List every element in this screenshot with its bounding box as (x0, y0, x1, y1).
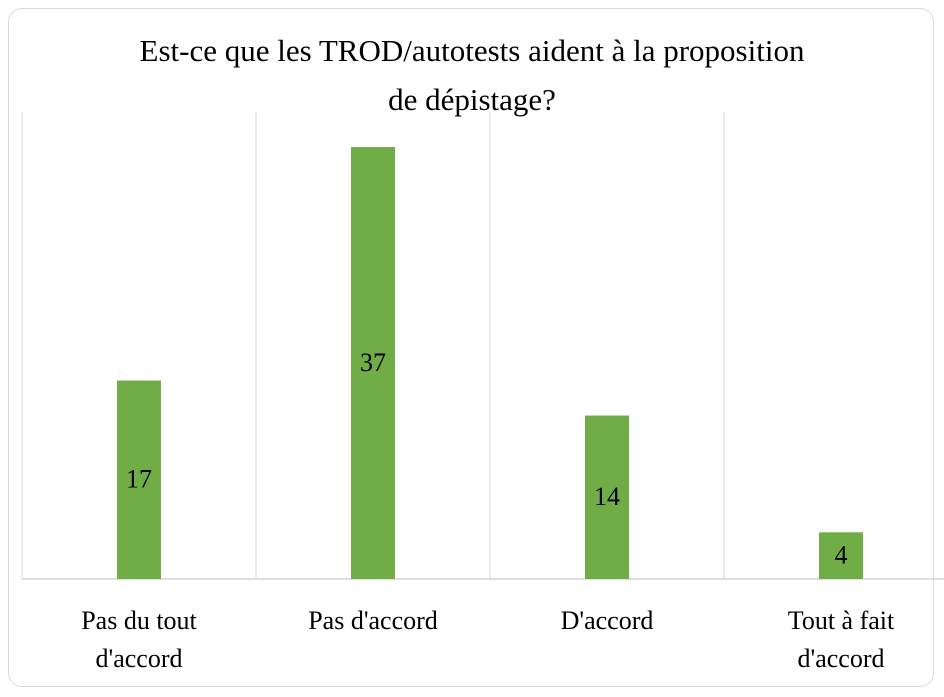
bar (117, 380, 161, 579)
bar (585, 415, 629, 579)
data-label: 4 (835, 541, 848, 570)
chart-frame (8, 8, 934, 687)
data-label: 37 (360, 348, 386, 377)
data-label: 14 (594, 482, 620, 511)
x-tick-label: Tout à fait d'accord (787, 606, 895, 673)
bar (819, 532, 863, 579)
data-label: 17 (126, 465, 152, 494)
chart-title: Est-ce que les TROD/autotests aident à l… (139, 33, 805, 117)
bar (351, 147, 395, 579)
x-tick-label: Pas d'accord (308, 606, 438, 635)
x-tick-label: Pas du tout d'accord (81, 606, 197, 673)
x-tick-label: D'accord (560, 606, 654, 635)
